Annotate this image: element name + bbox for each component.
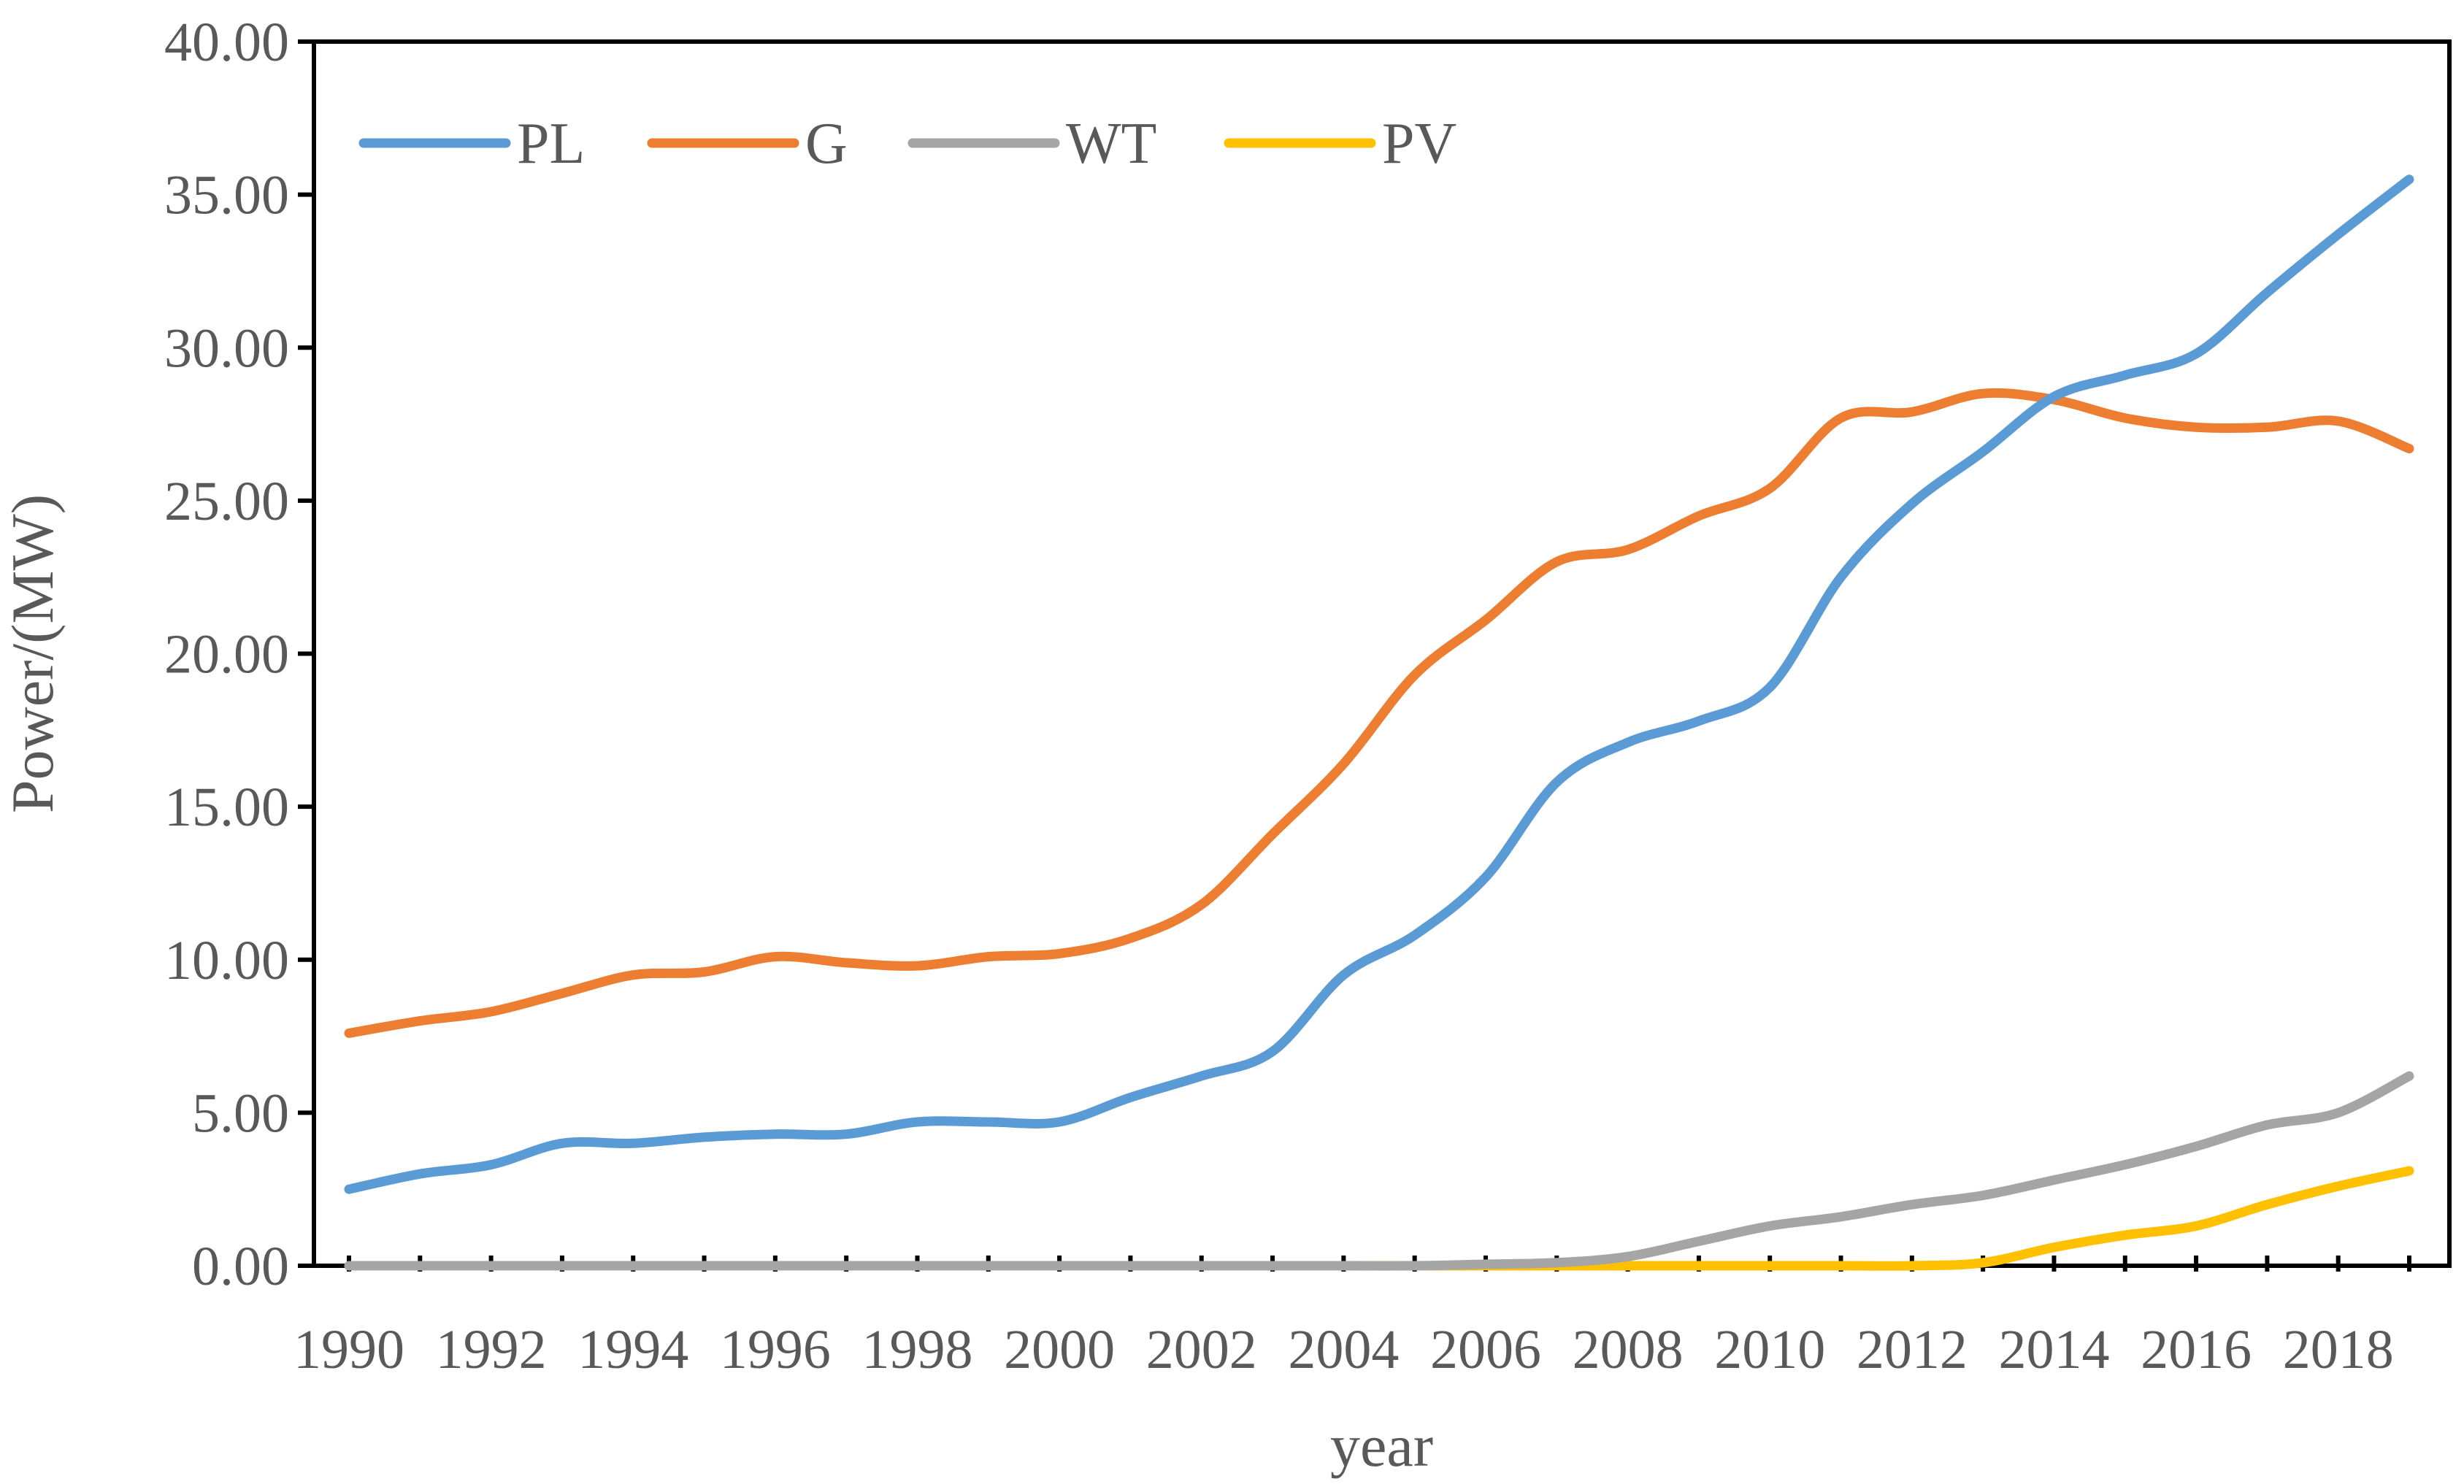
series-line-wt [344,1071,2414,1271]
y-axis-title: Power/(MW) [0,494,66,813]
legend: PL G WT PV [358,112,1456,176]
x-tick-label: 2006 [1430,1319,1541,1380]
series-lines [344,174,2414,1271]
x-tick-label: 2000 [1004,1319,1115,1380]
legend-label: PV [1382,112,1456,176]
x-axis-ticks: 1990 1992 1994 1996 1998 2000 2002 2004 2006 2008… [293,1256,2411,1380]
y-tick-label: 35.00 [164,165,289,226]
x-tick-label: 1996 [720,1319,831,1380]
x-tick-label: 1994 [577,1319,688,1380]
legend-label: WT [1066,112,1156,176]
x-tick-label: 2010 [1714,1319,1825,1380]
x-axis-title: year [1330,1412,1433,1479]
y-tick-label: 30.00 [164,318,289,379]
x-tick-label: 2002 [1146,1319,1257,1380]
x-tick-label: 1998 [861,1319,972,1380]
legend-item-g: G [647,112,848,176]
y-tick-label: 20.00 [164,624,289,685]
x-tick-label: 2012 [1857,1319,1968,1380]
x-tick-label: 2004 [1288,1319,1399,1380]
legend-label: G [805,112,848,176]
x-tick-label: 2018 [2283,1319,2394,1380]
y-tick-label: 0.00 [192,1236,289,1297]
y-tick-label: 15.00 [164,777,289,838]
x-tick-label: 2016 [2141,1319,2252,1380]
x-tick-label: 1992 [436,1319,547,1380]
y-tick-label: 5.00 [192,1083,289,1144]
legend-item-wt: WT [907,112,1156,176]
x-tick-label: 1990 [293,1319,404,1380]
legend-item-pv: PV [1224,112,1456,176]
y-tick-label: 40.00 [164,12,289,73]
y-tick-label: 25.00 [164,471,289,532]
legend-item-pl: PL [358,112,585,176]
y-tick-label: 10.00 [164,930,289,991]
x-tick-label: 2014 [1998,1319,2109,1380]
y-axis-ticks: 0.00 5.00 10.00 15.00 20.00 25.00 30.00 35.00 40… [164,12,314,1297]
legend-label: PL [517,112,585,176]
series-line-pl [344,174,2414,1194]
x-tick-label: 2008 [1573,1319,1684,1380]
